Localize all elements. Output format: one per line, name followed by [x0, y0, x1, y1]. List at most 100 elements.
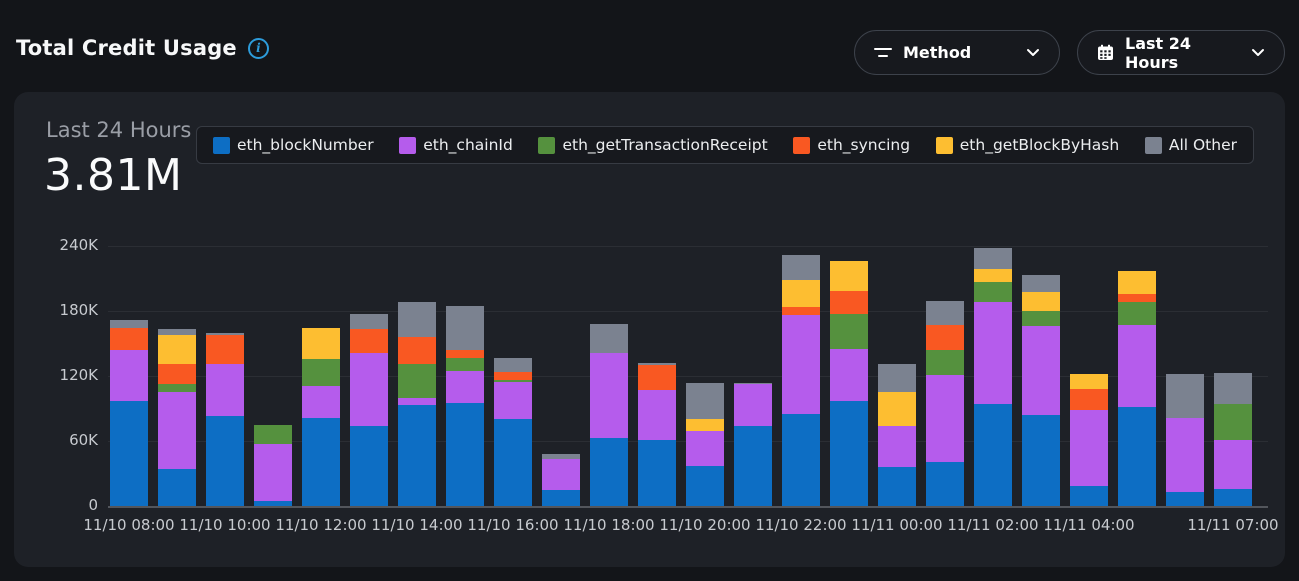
bar-column[interactable] — [782, 254, 820, 506]
bar-segment-eth_blockNumber — [206, 416, 244, 506]
legend-item[interactable]: eth_getTransactionReceipt — [538, 136, 768, 154]
bar-segment-All Other — [782, 254, 820, 280]
bar-segment-eth_getBlockByHash — [1118, 270, 1156, 294]
bar-column[interactable] — [1118, 270, 1156, 506]
bar-column[interactable] — [878, 364, 916, 506]
gridline — [108, 246, 1268, 247]
bar-segment-eth_blockNumber — [638, 439, 676, 506]
bar-segment-eth_syncing — [1070, 388, 1108, 410]
bar-segment-eth_chainId — [206, 364, 244, 417]
bar-segment-All Other — [446, 305, 484, 350]
bar-segment-eth_blockNumber — [926, 461, 964, 506]
bar-column[interactable] — [302, 328, 340, 506]
bar-segment-eth_getBlockByHash — [158, 334, 196, 365]
x-axis-label: 11/10 18:00 — [563, 516, 655, 534]
summary-total-value: 3.81M — [44, 150, 183, 201]
legend-item[interactable]: All Other — [1144, 136, 1237, 154]
bar-segment-eth_syncing — [398, 336, 436, 365]
bar-segment-eth_syncing — [110, 328, 148, 350]
bar-segment-eth_blockNumber — [398, 405, 436, 506]
bar-segment-All Other — [734, 382, 772, 384]
time-range-dropdown[interactable]: Last 24 Hours — [1077, 30, 1285, 75]
bar-column[interactable] — [398, 302, 436, 506]
legend-item[interactable]: eth_chainId — [399, 136, 513, 154]
bar-column[interactable] — [1166, 373, 1204, 506]
bar-segment-All Other — [1214, 372, 1252, 405]
bar-segment-eth_getBlockByHash — [1022, 291, 1060, 311]
legend-label: eth_blockNumber — [237, 136, 374, 154]
bar-column[interactable] — [494, 357, 532, 506]
bar-column[interactable] — [158, 329, 196, 506]
legend-item[interactable]: eth_syncing — [793, 136, 910, 154]
bar-segment-eth_chainId — [494, 382, 532, 420]
bar-column[interactable] — [446, 305, 484, 506]
bar-column[interactable] — [110, 319, 148, 506]
bar-segment-eth_getBlockByHash — [782, 279, 820, 307]
bar-column[interactable] — [686, 382, 724, 507]
bar-column[interactable] — [590, 324, 628, 506]
bar-segment-eth_syncing — [1118, 293, 1156, 303]
bar-column[interactable] — [830, 261, 868, 506]
method-filter-label: Method — [903, 43, 972, 62]
page-title: Total Credit Usage — [16, 36, 237, 60]
bar-column[interactable] — [206, 332, 244, 506]
chevron-down-icon — [1251, 48, 1265, 57]
bar-segment-All Other — [638, 363, 676, 366]
legend-swatch — [399, 136, 417, 154]
bar-segment-eth_getBlockByHash — [974, 268, 1012, 282]
bar-segment-eth_chainId — [590, 353, 628, 438]
x-axis-label: 11/11 04:00 — [1043, 516, 1135, 534]
y-axis-label: 0 — [88, 496, 98, 514]
legend-label: eth_getBlockByHash — [959, 136, 1120, 154]
bar-column[interactable] — [734, 382, 772, 507]
bar-column[interactable] — [542, 454, 580, 506]
bar-segment-eth_chainId — [974, 302, 1012, 405]
bar-segment-eth_getTransactionReceipt — [494, 380, 532, 383]
bar-segment-eth_blockNumber — [974, 404, 1012, 506]
bar-segment-eth_blockNumber — [782, 413, 820, 506]
bar-column[interactable] — [1022, 275, 1060, 506]
x-axis-label: 11/10 12:00 — [275, 516, 367, 534]
bar-segment-eth_syncing — [494, 371, 532, 381]
bar-segment-eth_syncing — [638, 365, 676, 391]
bar-column[interactable] — [974, 248, 1012, 506]
bar-segment-All Other — [1022, 275, 1060, 292]
bar-segment-eth_blockNumber — [878, 466, 916, 506]
bar-segment-eth_blockNumber — [110, 400, 148, 506]
legend-item[interactable]: eth_blockNumber — [213, 136, 374, 154]
bar-segment-eth_syncing — [158, 364, 196, 384]
y-axis-label: 180K — [59, 301, 98, 319]
bar-segment-eth_getTransactionReceipt — [158, 383, 196, 393]
chevron-down-icon — [1026, 48, 1040, 57]
bar-column[interactable] — [638, 363, 676, 506]
bar-segment-eth_blockNumber — [446, 403, 484, 506]
bar-segment-eth_chainId — [542, 459, 580, 490]
method-filter-dropdown[interactable]: Method — [854, 30, 1060, 75]
bar-segment-eth_getBlockByHash — [878, 392, 916, 426]
bar-column[interactable] — [1214, 372, 1252, 506]
bar-column[interactable] — [926, 301, 964, 506]
legend-swatch — [793, 136, 811, 154]
legend-item[interactable]: eth_getBlockByHash — [935, 136, 1120, 154]
x-axis-label: 11/10 08:00 — [83, 516, 175, 534]
legend-label: eth_getTransactionReceipt — [562, 136, 768, 154]
info-icon[interactable]: i — [247, 37, 269, 59]
y-axis-label: 240K — [59, 236, 98, 254]
bar-segment-eth_chainId — [350, 353, 388, 426]
x-axis-label: 11/11 02:00 — [947, 516, 1039, 534]
bar-segment-eth_syncing — [350, 329, 388, 354]
bar-segment-eth_getBlockByHash — [686, 419, 724, 432]
bar-segment-eth_syncing — [926, 325, 964, 350]
bar-segment-eth_getTransactionReceipt — [446, 357, 484, 371]
summary-period-label: Last 24 Hours — [46, 118, 192, 142]
bar-segment-All Other — [398, 302, 436, 337]
bar-column[interactable] — [350, 314, 388, 506]
bar-segment-eth_syncing — [830, 291, 868, 315]
bar-column[interactable] — [254, 424, 292, 506]
legend-swatch — [935, 136, 953, 154]
y-axis-label: 60K — [69, 431, 98, 449]
bar-column[interactable] — [1070, 373, 1108, 506]
bar-segment-eth_chainId — [1022, 326, 1060, 415]
bar-segment-All Other — [350, 314, 388, 330]
bar-segment-eth_blockNumber — [542, 489, 580, 506]
